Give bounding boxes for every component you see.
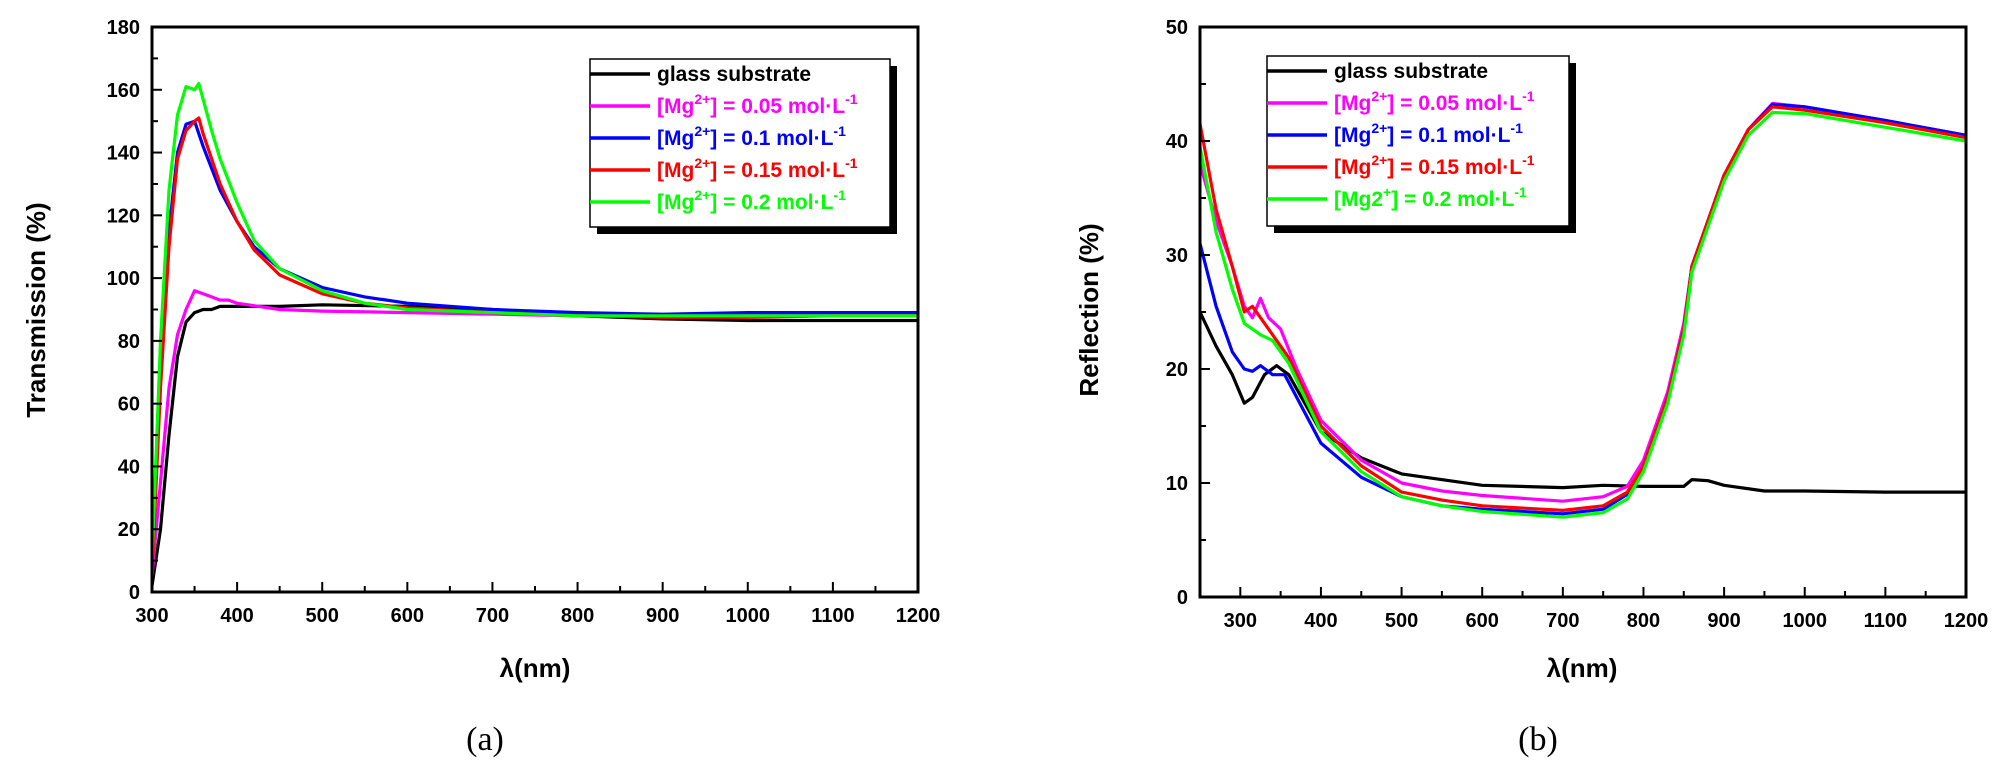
transmission-legend: glass substrate [Mg2+] = 0.05 mol·L-1 [Mg2… (589, 58, 897, 234)
transmission-x-tick-label: 900 (646, 605, 679, 627)
reflection-y-tick-label: 10 (1166, 473, 1188, 495)
transmission-x-tick-label: 300 (135, 605, 168, 627)
transmission-y-tick-label: 60 (118, 394, 140, 416)
transmission-series-line-0 (150, 303, 918, 586)
transmission-legend-entry-0: glass substrate (657, 63, 811, 86)
transmission-y-tick-label: 0 (129, 582, 140, 604)
transmission-ticks: 300 400 500 600 700 800 900 1000 1100 1200 0 20 40 60… (107, 17, 941, 627)
reflection-y-axis-title: Reflection (%) (1074, 223, 1104, 396)
reflection-y-tick-label: 30 (1166, 245, 1188, 267)
transmission-x-tick-label: 1200 (896, 605, 941, 627)
reflection-legend-entry-0: glass substrate (1334, 60, 1488, 83)
reflection-legend-entry-1: [Mg2+] = 0.05 mol·L-1 (1334, 88, 1535, 115)
reflection-x-tick-label: 1100 (1864, 610, 1907, 632)
transmission-y-axis-title: Transmission (%) (21, 202, 51, 417)
transmission-series-line-2 (150, 119, 918, 567)
transmission-x-tick-label: 1000 (726, 605, 771, 627)
transmission-x-tick-label: 800 (561, 605, 594, 627)
transmission-legend-box (589, 58, 891, 228)
transmission-chart: 300 400 500 600 700 800 900 1000 1100 1200 0 20 40 60… (21, 17, 940, 758)
reflection-series-line-4 (1198, 110, 1967, 519)
reflection-y-tick-label: 40 (1166, 131, 1188, 153)
transmission-x-tick-label: 500 (306, 605, 339, 627)
reflection-x-axis-title: λ(nm) (1547, 653, 1618, 683)
panel-b-label: (b) (1518, 721, 1558, 758)
reflection-legend-entry-3: [Mg2+] = 0.15 mol·L-1 (1334, 152, 1535, 179)
transmission-y-tick-label: 160 (107, 80, 140, 102)
transmission-x-tick-label: 600 (391, 605, 424, 627)
transmission-series-layer (150, 81, 918, 586)
reflection-x-tick-label: 800 (1627, 610, 1660, 632)
transmission-y-tick-label: 100 (107, 268, 140, 290)
reflection-legend-entry-4: [Mg2+] = 0.2 mol·L-1 (1334, 184, 1527, 211)
reflection-ticks: 300 400 500 600 700 800 900 1000 1100 1200 0 10 20 30… (1166, 17, 1989, 632)
transmission-x-tick-label: 1100 (811, 605, 854, 627)
reflection-x-tick-label: 900 (1707, 610, 1740, 632)
reflection-x-tick-label: 1000 (1782, 610, 1827, 632)
transmission-series-line-4 (150, 81, 918, 561)
transmission-series-line-1 (150, 289, 918, 577)
reflection-series-line-3 (1198, 105, 1967, 512)
reflection-y-tick-label: 50 (1166, 17, 1188, 39)
reflection-x-tick-label: 700 (1546, 610, 1579, 632)
reflection-y-tick-label: 20 (1166, 359, 1188, 381)
reflection-x-tick-label: 300 (1224, 610, 1257, 632)
reflection-x-tick-label: 1200 (1944, 610, 1989, 632)
transmission-y-tick-label: 40 (118, 456, 140, 478)
transmission-y-tick-label: 80 (118, 331, 140, 353)
transmission-legend-entry-2: [Mg2+] = 0.1 mol·L-1 (657, 123, 846, 150)
panel-a-label: (a) (466, 721, 504, 758)
transmission-y-tick-label: 20 (118, 519, 140, 541)
reflection-x-tick-label: 400 (1304, 610, 1337, 632)
reflection-legend: glass substrate [Mg2+] = 0.05 mol·L-1 [Mg2… (1266, 55, 1576, 233)
transmission-y-tick-label: 140 (107, 143, 140, 165)
reflection-x-tick-label: 500 (1385, 610, 1418, 632)
transmission-x-tick-label: 700 (476, 605, 509, 627)
transmission-x-tick-label: 400 (220, 605, 253, 627)
transmission-y-tick-label: 180 (107, 17, 140, 39)
reflection-x-tick-label: 600 (1466, 610, 1499, 632)
reflection-legend-entry-2: [Mg2+] = 0.1 mol·L-1 (1334, 120, 1523, 147)
reflection-series-line-0 (1198, 311, 1966, 494)
reflection-series-layer (1198, 101, 1967, 519)
transmission-x-axis-title: λ(nm) (500, 653, 571, 683)
transmission-legend-entry-1: [Mg2+] = 0.05 mol·L-1 (657, 91, 858, 118)
reflection-chart: 300 400 500 600 700 800 900 1000 1100 1200 0 10 20 30… (1074, 17, 1988, 758)
transmission-y-tick-label: 120 (107, 205, 140, 227)
transmission-legend-entry-3: [Mg2+] = 0.15 mol·L-1 (657, 155, 858, 182)
transmission-legend-entry-4: [Mg2+] = 0.2 mol·L-1 (657, 187, 846, 214)
reflection-y-tick-label: 0 (1177, 587, 1188, 609)
